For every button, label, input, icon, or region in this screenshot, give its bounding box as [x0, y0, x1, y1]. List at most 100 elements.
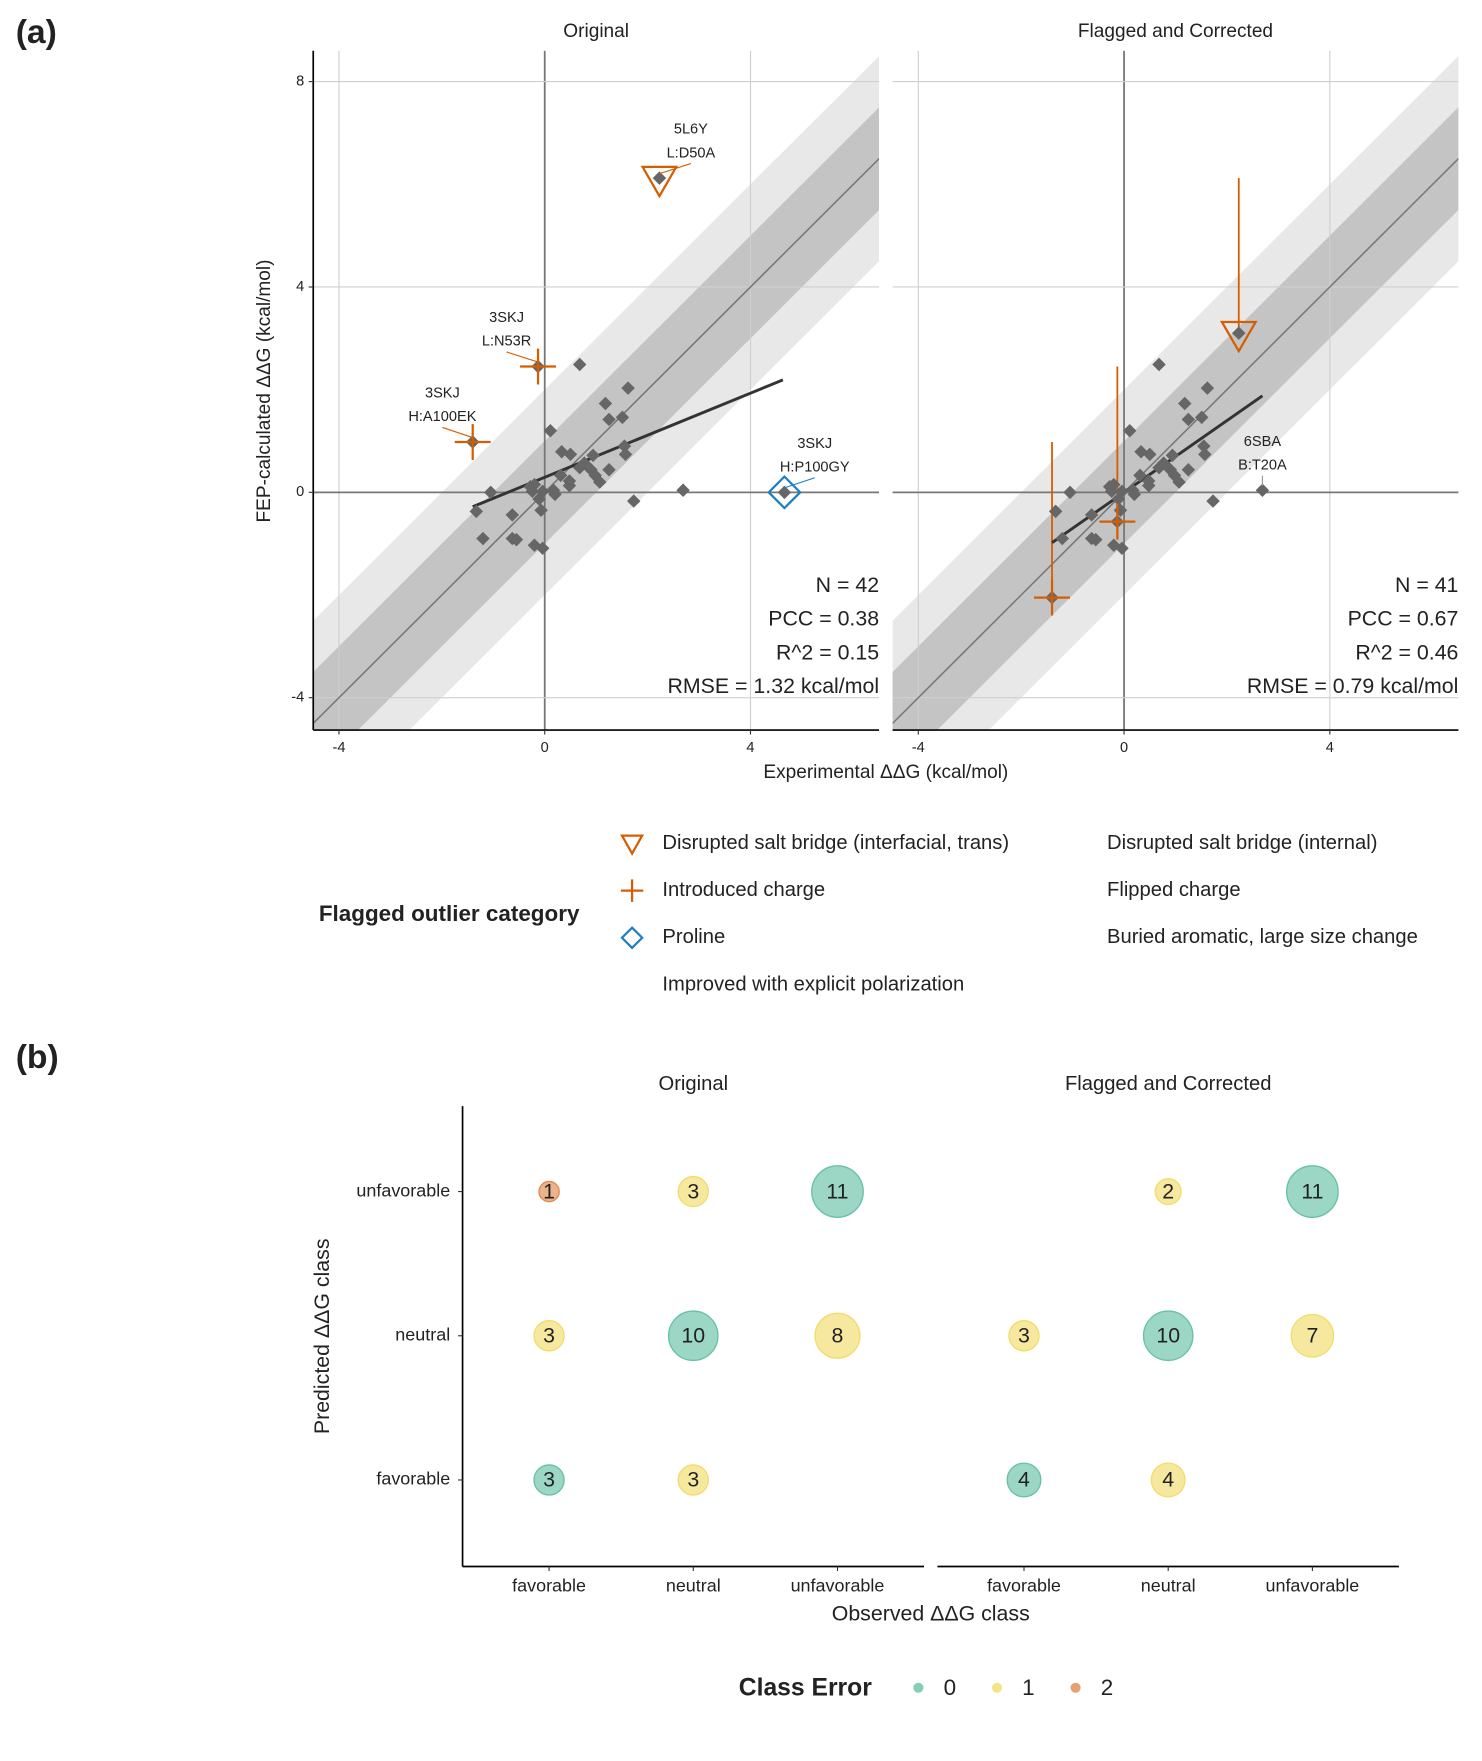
- legend-label: 0: [944, 1675, 956, 1700]
- point: [602, 463, 616, 477]
- outlier-label: L:N53R: [482, 334, 531, 350]
- y-tick-label: 4: [296, 279, 304, 295]
- error-band: [313, 107, 880, 731]
- stat-text: N = 42: [816, 573, 879, 597]
- bubble: [538, 1180, 560, 1203]
- point: [505, 508, 520, 522]
- bubble: [533, 1320, 565, 1352]
- legend-label: Disrupted salt bridge (interfacial, tran…: [662, 832, 1009, 854]
- x-tick-label: 0: [1120, 740, 1128, 756]
- legend-label: Improved with explicit polarization: [662, 973, 964, 995]
- outlier-point: [1232, 326, 1246, 340]
- x-axis-label: Observed ΔΔG class: [832, 1601, 1030, 1625]
- outlier-label: 5L6Y: [674, 122, 708, 138]
- point: [1152, 460, 1166, 475]
- point: [602, 412, 616, 427]
- bubble-label: 3: [543, 1324, 555, 1348]
- bubble: [1142, 1310, 1194, 1362]
- outlier-symbol: [640, 165, 679, 199]
- point: [1172, 475, 1186, 489]
- point: [593, 475, 607, 489]
- outlier-label: 3SKJ: [489, 310, 524, 326]
- stat-text: N = 41: [1395, 573, 1458, 597]
- plot-area: [892, 50, 1459, 731]
- label-leader: [784, 477, 815, 489]
- error-band: [892, 107, 1459, 731]
- point: [1143, 447, 1157, 462]
- stat-text: RMSE = 0.79 kcal/mol: [1247, 674, 1459, 698]
- outlier-label: 6SBA: [1244, 434, 1282, 450]
- panel-label: (b): [16, 1039, 59, 1076]
- y-tick-label: unfavorable: [356, 1180, 450, 1200]
- point: [615, 410, 630, 425]
- legend-label: 1: [1022, 1675, 1034, 1700]
- x-tick-label: neutral: [666, 1575, 721, 1595]
- bubble: [1008, 1320, 1040, 1352]
- bubble-label: 3: [1018, 1324, 1030, 1348]
- bubble: [1154, 1177, 1182, 1206]
- point: [1152, 357, 1166, 372]
- bubble-label: 3: [543, 1468, 555, 1492]
- panel-label: (a): [16, 14, 57, 51]
- y-axis-label: FEP-calculated ΔΔG (kcal/mol): [254, 260, 275, 523]
- point: [1197, 439, 1211, 453]
- bubble: [677, 1464, 709, 1496]
- facet-title: Original: [659, 1073, 729, 1095]
- stat-text: RMSE = 1.32 kcal/mol: [668, 674, 880, 698]
- outlier-label: L:D50A: [667, 145, 716, 161]
- x-tick-label: favorable: [987, 1575, 1061, 1595]
- legend-label: 2: [1101, 1675, 1113, 1700]
- label-leader: [506, 351, 539, 363]
- y-axis-label: Predicted ΔΔG class: [310, 1239, 334, 1435]
- x-tick-label: favorable: [512, 1575, 586, 1595]
- outlier-symbol: [1219, 320, 1258, 354]
- bubble: [1006, 1462, 1042, 1498]
- x-tick-label: 4: [1326, 740, 1334, 756]
- bubble-label: 1: [543, 1179, 555, 1203]
- outlier-symbol: [520, 348, 557, 385]
- outlier-label: H:A100EK: [408, 409, 476, 425]
- legend-label: Disrupted salt bridge (internal): [1107, 832, 1377, 854]
- point: [1178, 396, 1192, 411]
- bubble-label: 2: [1162, 1179, 1174, 1203]
- stat-text: R^2 = 0.46: [1355, 640, 1458, 664]
- bubble-label: 10: [1156, 1324, 1180, 1348]
- point: [617, 439, 632, 453]
- identity-line: [313, 158, 880, 724]
- x-tick-label: -4: [332, 740, 345, 756]
- legend-dot: [913, 1682, 924, 1693]
- y-tick-label: neutral: [395, 1325, 450, 1345]
- plot-area: [313, 50, 880, 731]
- legend-label: Proline: [662, 926, 725, 948]
- bubble: [677, 1175, 709, 1208]
- bubble-label: 3: [687, 1468, 699, 1492]
- bubble-label: 4: [1018, 1468, 1030, 1492]
- point: [618, 447, 633, 462]
- y-tick-label: favorable: [376, 1469, 450, 1489]
- point: [483, 485, 498, 500]
- bubble: [667, 1310, 719, 1362]
- point: [1165, 448, 1180, 463]
- bubble-label: 10: [681, 1324, 705, 1348]
- legend-symbol: [620, 926, 644, 950]
- bubble: [811, 1165, 864, 1218]
- point: [1181, 412, 1196, 427]
- point: [1194, 410, 1209, 425]
- x-tick-label: unfavorable: [791, 1575, 885, 1595]
- facet-title: Original: [563, 21, 629, 42]
- x-axis-label: Experimental ΔΔG (kcal/mol): [763, 762, 1008, 783]
- bubble-label: 11: [1301, 1179, 1323, 1203]
- bubble-label: 8: [832, 1324, 844, 1348]
- identity-line: [892, 158, 1459, 724]
- y-tick-label: 8: [296, 73, 304, 89]
- bubble-label: 7: [1306, 1324, 1318, 1348]
- x-tick-label: unfavorable: [1265, 1575, 1359, 1595]
- legend-symbol: [620, 879, 644, 902]
- bubble-label: 4: [1162, 1468, 1174, 1492]
- stat-text: PCC = 0.38: [768, 607, 879, 631]
- outlier-label: H:P100GY: [780, 460, 850, 476]
- bubble: [1290, 1313, 1335, 1358]
- legend-title: Flagged outlier category: [319, 901, 580, 926]
- outlier-label: 3SKJ: [425, 386, 460, 402]
